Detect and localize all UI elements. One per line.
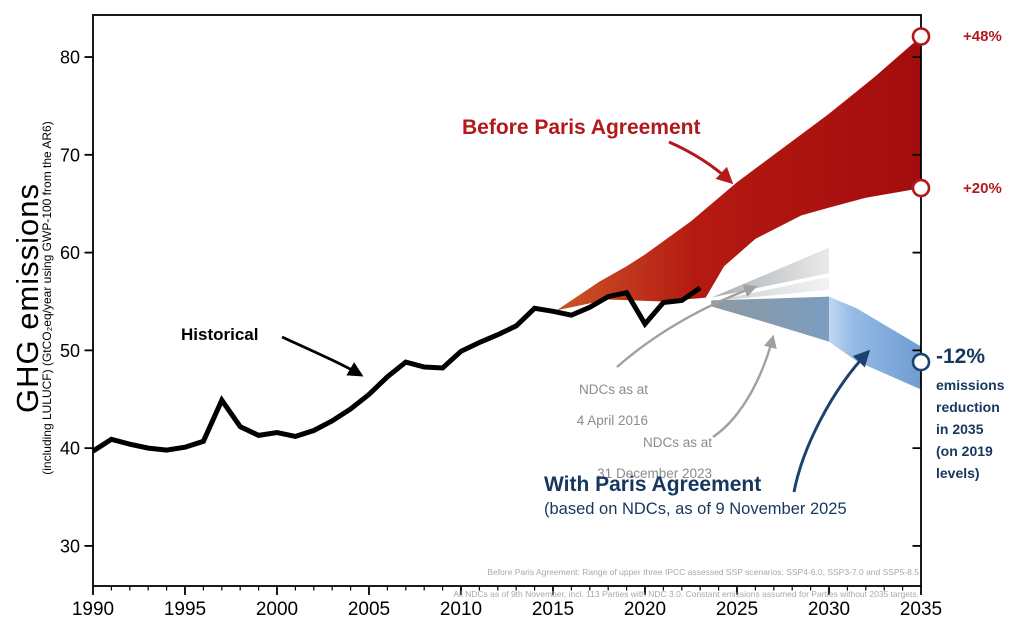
with-paris-a-band <box>711 296 829 342</box>
with-paris-agreement-label: With Paris Agreement <box>544 473 762 496</box>
before-paris-band <box>556 36 921 311</box>
svg-text:2030: 2030 <box>808 599 850 620</box>
historical-label: Historical <box>181 325 259 344</box>
y-axis-title: GHG emissions <box>10 182 45 414</box>
ndc-2016-line1: NDCs as at <box>578 381 648 397</box>
ndc-2016-line2: 4 April 2016 <box>576 412 648 428</box>
ndc-2023-band <box>711 277 829 302</box>
end-marker--12% <box>911 352 931 372</box>
svg-text:1990: 1990 <box>72 599 114 620</box>
ndc-2023-line1: NDCs as at <box>642 434 712 450</box>
y-axis-subtitle: (including LULUCF) (GtCO₂eq/year using G… <box>40 121 54 475</box>
with-paris-arrow <box>792 349 871 493</box>
with-paris-b-band <box>829 296 921 390</box>
plus-20-percent-label: +20% <box>963 180 1002 197</box>
ndc-2023-line2: 31 December 2023 <box>597 465 712 481</box>
svg-text:2025: 2025 <box>716 599 758 620</box>
axis-frame <box>92 14 922 587</box>
ndc-2016-label: NDCs as at 4 April 2016 <box>577 366 648 428</box>
ndc-2016-band <box>711 247 829 298</box>
svg-text:2005: 2005 <box>348 599 390 620</box>
svg-text:30: 30 <box>60 536 80 556</box>
end-marker-+20% <box>911 178 931 198</box>
svg-text:70: 70 <box>60 145 80 165</box>
with-paris-agreement-subtitle: (based on NDCs, as of 9 November 2025 <box>544 500 847 518</box>
footnotes: Before Paris Agreement: Range of upper t… <box>453 556 919 600</box>
svg-text:2010: 2010 <box>440 599 482 620</box>
ndc-2016-arrow <box>616 284 758 368</box>
end-marker-+48% <box>911 27 931 46</box>
svg-text:60: 60 <box>60 243 80 263</box>
minus-12-percent-label: -12% <box>936 345 986 368</box>
historical-line <box>91 285 702 454</box>
svg-text:2035: 2035 <box>900 599 942 620</box>
axis-ticks-and-labels: 1990 1995 2000 2005 2010 2015 2020 2025 2030 2035… <box>60 48 942 620</box>
ndc-2023-label: NDCs as at 31 December 2023 <box>597 419 712 481</box>
emissions-reduction-note: emissions reduction in 2035 (on 2019 lev… <box>936 377 1005 481</box>
svg-text:2020: 2020 <box>624 599 666 620</box>
svg-text:80: 80 <box>60 48 80 68</box>
footnote-line2: All NDCs as of 9th November, incl. 113 P… <box>453 589 919 599</box>
historical-arrow <box>281 335 364 377</box>
svg-text:2015: 2015 <box>532 599 574 620</box>
footnote-line1: Before Paris Agreement: Range of upper t… <box>487 567 919 577</box>
svg-text:1995: 1995 <box>164 599 206 620</box>
svg-text:50: 50 <box>60 341 80 361</box>
svg-text:40: 40 <box>60 439 80 459</box>
before-paris-agreement-label: Before Paris Agreement <box>462 116 701 139</box>
before-paris-arrow <box>668 140 734 185</box>
plus-48-percent-label: +48% <box>963 28 1002 45</box>
svg-text:2000: 2000 <box>256 599 298 620</box>
ndc-2023-arrow <box>712 334 777 438</box>
